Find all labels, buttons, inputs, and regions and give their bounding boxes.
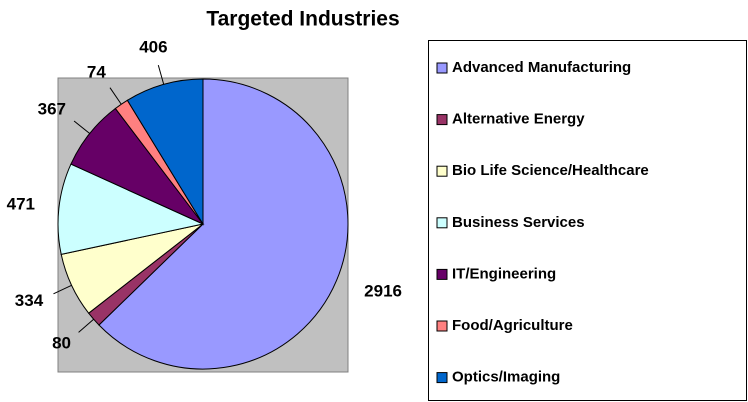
leader-line — [109, 87, 122, 105]
legend-swatch — [436, 268, 448, 280]
data-label: 406 — [139, 37, 167, 56]
legend-box — [428, 40, 747, 401]
leader-line — [53, 284, 72, 295]
data-label: 2916 — [364, 282, 402, 301]
data-label: 367 — [38, 99, 66, 118]
legend-label: Food/Agriculture — [452, 317, 573, 334]
leader-line — [73, 120, 91, 134]
legend-swatch — [436, 114, 448, 126]
legend-label: Alternative Energy — [452, 111, 585, 128]
pie-slice — [57, 163, 205, 255]
legend-label: Bio Life Science/Healthcare — [452, 162, 649, 179]
legend-swatch — [436, 320, 448, 332]
pie-slice — [98, 78, 349, 370]
legend-label: Optics/Imaging — [452, 369, 560, 386]
data-label: 74 — [87, 62, 106, 81]
legend-swatch — [436, 165, 448, 177]
data-label: 80 — [52, 334, 71, 353]
legend-swatch — [436, 62, 448, 74]
legend-label: Advanced Manufacturing — [452, 59, 631, 76]
chart-title: Targeted Industries — [206, 8, 399, 31]
data-label: 471 — [7, 195, 35, 214]
legend-swatch — [436, 372, 448, 384]
pie-slice — [126, 78, 204, 226]
legend-label: Business Services — [452, 214, 585, 231]
data-label: 334 — [15, 291, 44, 310]
legend-swatch — [436, 217, 448, 229]
leader-line — [78, 318, 94, 333]
leader-line — [157, 65, 165, 85]
legend-label: IT/Engineering — [452, 265, 556, 282]
